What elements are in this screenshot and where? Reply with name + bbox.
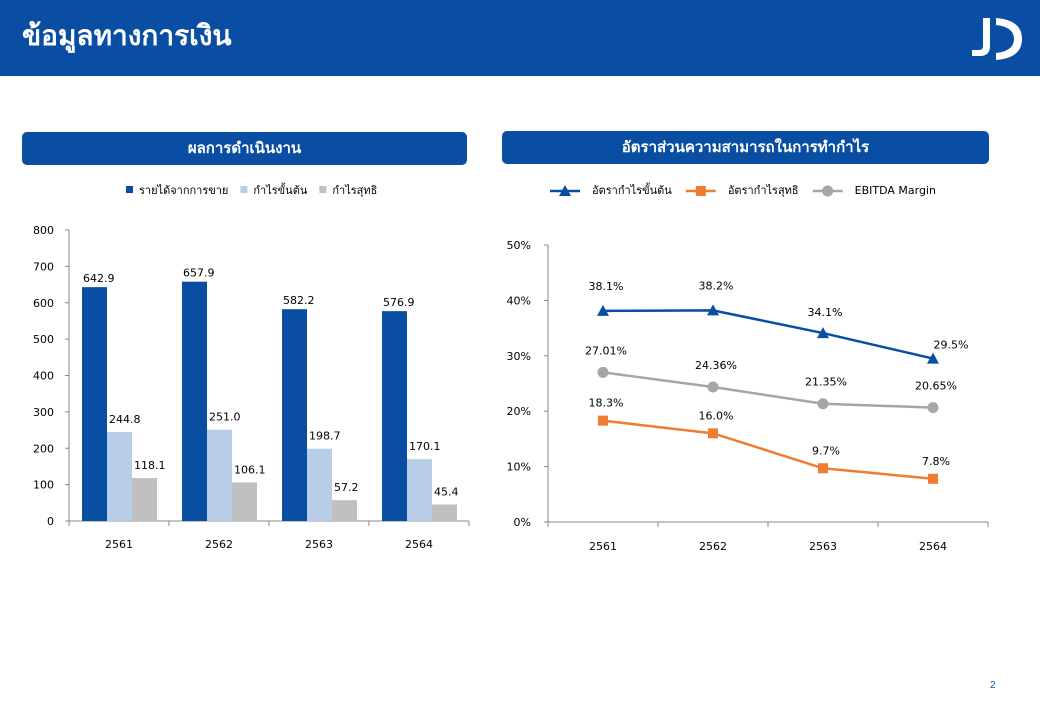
line-x-tick-label: 2564 — [919, 540, 947, 553]
line-data-label: 34.1% — [808, 306, 843, 319]
line-data-label: 38.1% — [589, 280, 624, 293]
bar — [107, 431, 132, 521]
line-y-tick-label: 40% — [507, 294, 531, 307]
bar — [432, 504, 457, 521]
bar — [182, 281, 207, 521]
line-data-label: 27.01% — [585, 344, 627, 357]
bar-y-tick-label: 100 — [33, 479, 54, 492]
line-x-tick-label: 2561 — [589, 540, 617, 553]
bar-y-tick-label: 400 — [33, 370, 54, 383]
line-point — [707, 304, 719, 316]
bar-data-label: 251.0 — [209, 411, 241, 424]
line-series — [602, 371, 934, 409]
bar — [407, 459, 432, 521]
line-y-tick-label: 0% — [514, 516, 531, 529]
bar — [207, 429, 232, 521]
bar-data-label: 170.1 — [409, 440, 441, 453]
line-point — [927, 352, 939, 364]
bar-y-tick-label: 700 — [33, 260, 54, 273]
bar — [82, 287, 107, 521]
bar-data-label: 198.7 — [309, 430, 341, 443]
line-x-tick-label: 2562 — [699, 540, 727, 553]
bar-y-tick-label: 800 — [33, 224, 54, 237]
line-point — [559, 185, 571, 196]
bar — [282, 309, 307, 521]
line-y-tick-label: 30% — [507, 350, 531, 363]
bar-data-label: 582.2 — [283, 294, 315, 307]
line-y-tick-label: 50% — [507, 239, 531, 252]
bar-data-label: 642.9 — [83, 272, 115, 285]
line-data-label: 29.5% — [934, 339, 969, 352]
bar-legend-swatch — [126, 186, 133, 193]
bar-data-label: 106.1 — [234, 463, 266, 476]
line-x-tick-label: 2563 — [809, 540, 837, 553]
line-point — [695, 186, 706, 196]
line-data-label: 21.35% — [805, 376, 847, 389]
bar-legend-swatch — [319, 186, 327, 193]
bar — [132, 478, 157, 521]
line-series — [602, 309, 934, 360]
bar-data-label: 45.4 — [434, 485, 459, 498]
bar-x-tick-label: 2562 — [205, 538, 233, 551]
header-bar: ข้อมูลทางการเงิน — [0, 0, 1040, 76]
bar-data-label: 576.9 — [383, 296, 415, 309]
bar-legend-swatch — [240, 186, 248, 193]
bar-data-label: 118.1 — [134, 459, 166, 472]
company-logo-icon — [972, 18, 1022, 60]
line-y-tick-label: 20% — [507, 405, 531, 418]
bar-chart: 0 100 200 300 400 500 600 700 800 2561 2562 2563 256… — [33, 182, 470, 551]
bar-y-tick-label: 0 — [47, 515, 54, 528]
bar — [332, 500, 357, 521]
bar-chart-title: ผลการดำเนินงาน — [22, 132, 467, 165]
bar-legend-label: กำไรสุทธิ — [332, 184, 377, 197]
bar-x-tick-label: 2561 — [105, 538, 133, 551]
line-point — [927, 402, 939, 414]
line-data-label: 20.65% — [915, 380, 957, 393]
line-data-label: 9.7% — [812, 444, 840, 457]
bar-y-tick-label: 200 — [33, 442, 54, 455]
line-data-label: 18.3% — [589, 397, 624, 410]
bar — [307, 448, 332, 521]
line-point — [707, 381, 719, 393]
line-point — [597, 366, 609, 378]
bar — [232, 482, 257, 521]
bar-data-label: 657.9 — [183, 267, 215, 280]
line-point — [818, 463, 828, 474]
bar-y-tick-label: 500 — [33, 333, 54, 346]
bar-legend-label: กำไรขั้นต้น — [253, 182, 307, 197]
bar-legend-label: รายได้จากการขาย — [139, 184, 228, 197]
bar-data-label: 244.8 — [109, 413, 141, 426]
line-legend-label: อัตรากำไรขั้นต้น — [592, 182, 672, 197]
bar-y-tick-label: 300 — [33, 406, 54, 419]
bar-x-tick-label: 2563 — [305, 538, 333, 551]
line-data-label: 7.8% — [922, 455, 950, 468]
bar-x-tick-label: 2564 — [405, 538, 433, 551]
line-point — [817, 398, 829, 410]
page-title: ข้อมูลทางการเงิน — [22, 19, 232, 52]
line-point — [597, 304, 609, 316]
line-series — [602, 419, 934, 481]
line-point — [817, 327, 829, 339]
line-chart: 0% 10% 20% 30% 40% 50% 2561 2562 2563 2564 38.1% 38… — [507, 182, 989, 553]
line-point — [822, 185, 834, 197]
page-number: 2 — [990, 680, 996, 691]
bar-data-label: 57.2 — [334, 481, 359, 494]
line-data-label: 16.0% — [699, 409, 734, 422]
bar — [382, 311, 407, 521]
line-point — [708, 428, 718, 439]
bar-y-tick-label: 600 — [33, 297, 54, 310]
line-data-label: 38.2% — [699, 279, 734, 292]
line-legend-label: EBITDA Margin — [855, 184, 936, 197]
line-point — [928, 473, 938, 484]
line-chart-title: อัตราส่วนความสามารถในการทำกำไร — [502, 131, 989, 164]
line-legend-label: อัตรากำไรสุทธิ — [728, 184, 799, 197]
line-point — [598, 415, 608, 426]
line-y-tick-label: 10% — [507, 461, 531, 474]
line-data-label: 24.36% — [695, 359, 737, 372]
